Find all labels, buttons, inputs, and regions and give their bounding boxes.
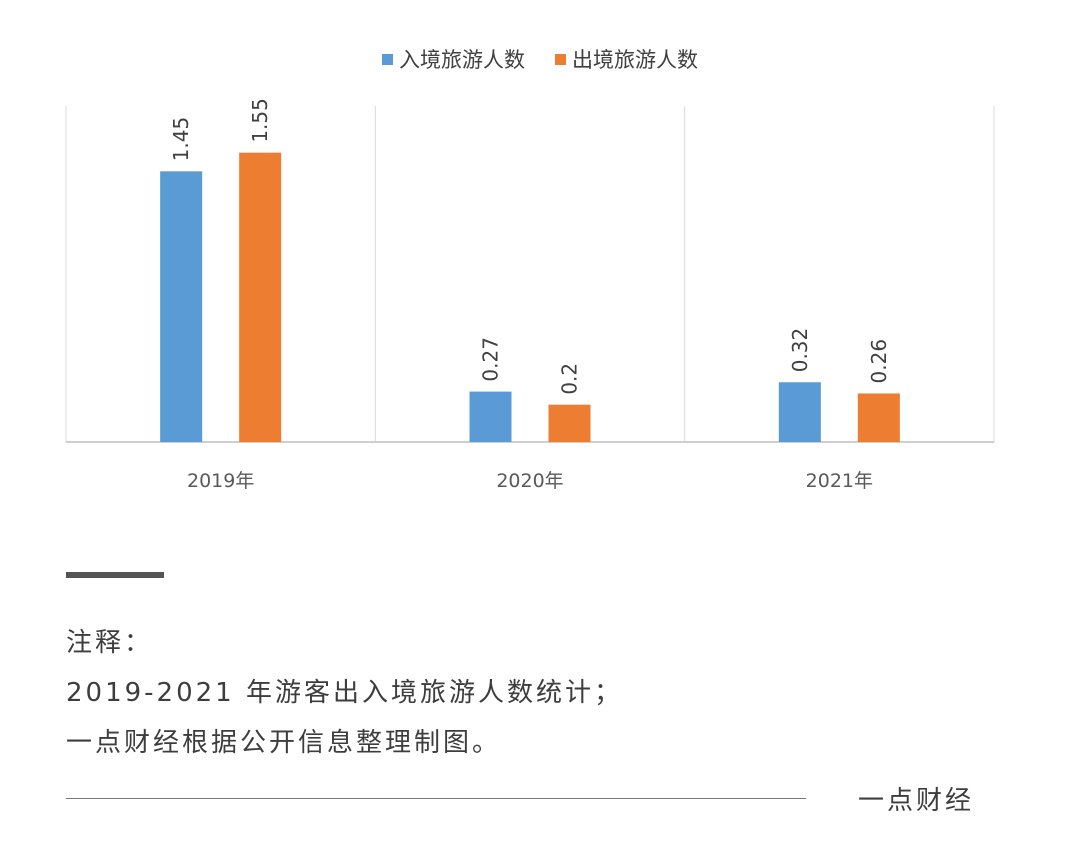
data-label: 0.2 [558, 363, 582, 395]
footer-rule [66, 798, 806, 799]
x-tick-label: 2021年 [806, 470, 873, 492]
bar-inbound [778, 382, 821, 442]
data-label: 0.26 [867, 339, 891, 384]
x-tick-label: 2019年 [187, 470, 254, 492]
data-label: 0.27 [479, 337, 503, 382]
bar-inbound [160, 171, 203, 443]
notes-heading: 注释： [66, 628, 154, 658]
notes-line-1: 2019-2021 年游客出入境旅游人数统计； [66, 678, 623, 708]
bar-outbound [548, 404, 591, 442]
notes-line-2: 一点财经根据公开信息整理制图。 [66, 728, 502, 758]
legend-label-inbound: 入境旅游人数 [399, 48, 525, 72]
bar-chart: 1.45 1.55 2019年 0.27 0.2 2020年 0.32 0.26 2021年 [65, 98, 995, 492]
legend-swatch-outbound [555, 53, 566, 65]
chart-legend: 入境旅游人数 出境旅游人数 [0, 44, 1080, 74]
x-tick-label: 2020年 [496, 470, 563, 492]
notes-block: 注释： 2019-2021 年游客出入境旅游人数统计； 一点财经根据公开信息整理… [66, 618, 623, 768]
legend-swatch-inbound [382, 53, 393, 65]
section-divider [66, 572, 164, 578]
bar-outbound [239, 152, 282, 442]
signature: 一点财经 [858, 786, 975, 816]
legend-label-outbound: 出境旅游人数 [572, 48, 698, 72]
data-label: 1.45 [169, 117, 193, 162]
data-label: 1.55 [248, 98, 272, 143]
data-label: 0.32 [788, 328, 812, 373]
bar-inbound [469, 391, 512, 442]
legend-item-outbound: 出境旅游人数 [555, 44, 698, 74]
bar-outbound [857, 393, 900, 442]
legend-item-inbound: 入境旅游人数 [382, 44, 525, 74]
